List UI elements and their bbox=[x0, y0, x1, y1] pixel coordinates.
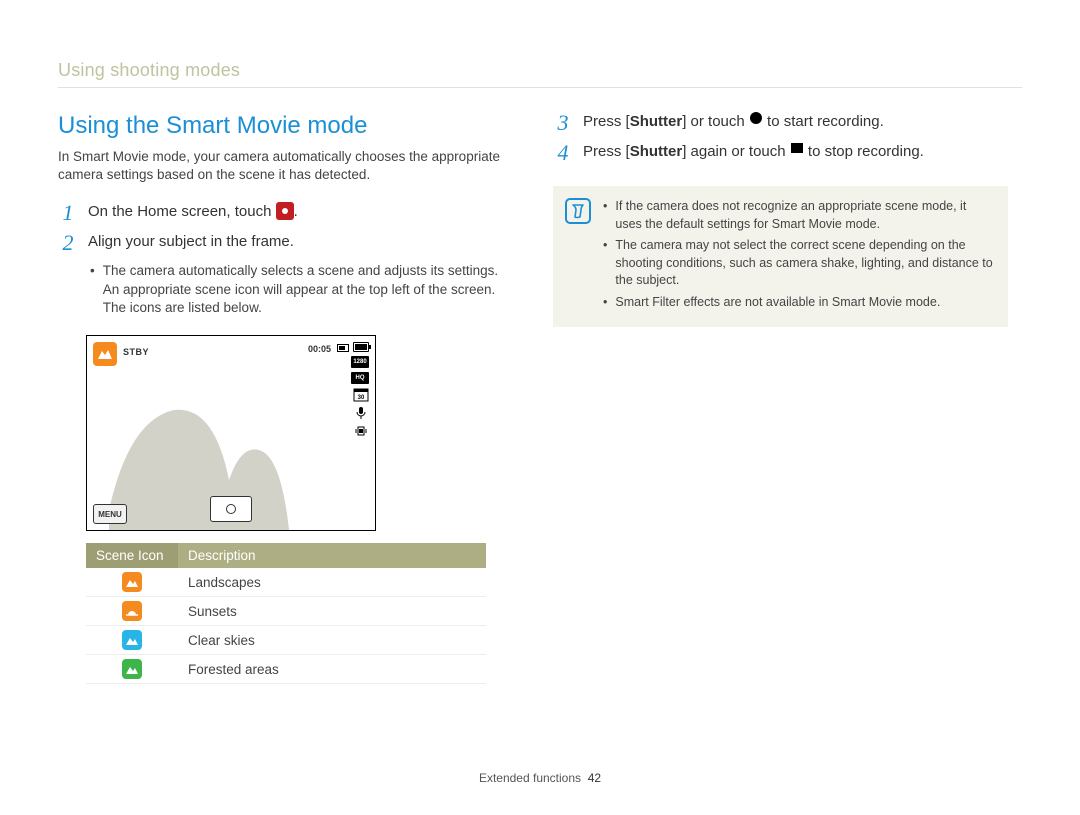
note-list: •If the camera does not recognize an app… bbox=[603, 198, 994, 311]
td-icon-cell bbox=[86, 568, 178, 596]
info-icon bbox=[565, 198, 591, 224]
step-1: 1 On the Home screen, touch . bbox=[58, 202, 513, 224]
scene-mini-icon bbox=[122, 630, 142, 650]
record-button[interactable] bbox=[210, 496, 252, 522]
section-heading: Using the Smart Movie mode bbox=[58, 112, 513, 140]
scene-mini-icon bbox=[122, 601, 142, 621]
page-footer: Extended functions 42 bbox=[0, 771, 1080, 785]
scene-badge bbox=[93, 342, 117, 366]
svg-text:30: 30 bbox=[358, 395, 365, 401]
divider bbox=[58, 87, 1022, 88]
step-text-a: On the Home screen, touch bbox=[88, 203, 276, 220]
table-header: Scene Icon Description bbox=[86, 543, 486, 568]
t: Press [ bbox=[583, 113, 630, 130]
smart-movie-icon bbox=[276, 202, 294, 220]
rec-time: 00:05 bbox=[308, 344, 331, 354]
step-2: 2 Align your subject in the frame. bbox=[58, 232, 513, 254]
table-row: Clear skies bbox=[86, 626, 486, 655]
step-4: 4 Press [Shutter] again or touch to stop… bbox=[553, 142, 1008, 164]
record-circle-icon bbox=[749, 111, 763, 131]
bullet-dot: • bbox=[90, 262, 95, 317]
t: Press [ bbox=[583, 143, 630, 160]
table-row: Forested areas bbox=[86, 655, 486, 684]
step-text: Press [Shutter] or touch to start record… bbox=[583, 112, 884, 132]
td-desc-cell: Clear skies bbox=[178, 629, 486, 652]
table-row: Sunsets bbox=[86, 597, 486, 626]
camera-screenshot: STBY 00:05 1280 HQ 30 MENU bbox=[86, 335, 376, 531]
note-item: •Smart Filter effects are not available … bbox=[603, 294, 994, 312]
resolution-badge: 1280 bbox=[351, 356, 369, 368]
table-body: Landscapes Sunsets Clear skies Forested are… bbox=[86, 568, 486, 684]
step-text: Align your subject in the frame. bbox=[88, 232, 294, 252]
t: to stop recording. bbox=[804, 143, 924, 160]
scene-mini-icon bbox=[122, 572, 142, 592]
battery-icon bbox=[353, 342, 369, 352]
record-dot-icon bbox=[226, 504, 236, 514]
storage-icon bbox=[337, 344, 349, 352]
shutter-label: Shutter bbox=[630, 113, 683, 130]
scene-mini-icon bbox=[122, 659, 142, 679]
step-text: On the Home screen, touch . bbox=[88, 202, 298, 222]
menu-button[interactable]: MENU bbox=[93, 504, 127, 524]
mic-icon bbox=[353, 406, 369, 420]
note-text: If the camera does not recognize an appr… bbox=[615, 198, 994, 233]
step-number: 2 bbox=[58, 232, 78, 254]
t: ] again or touch bbox=[682, 143, 790, 160]
status-icons-column: 1280 HQ 30 bbox=[351, 356, 369, 438]
step-number: 1 bbox=[58, 202, 78, 224]
t: to start recording. bbox=[763, 113, 884, 130]
note-item: •The camera may not select the correct s… bbox=[603, 237, 994, 290]
page-number: 42 bbox=[588, 771, 601, 785]
t: ] or touch bbox=[682, 113, 749, 130]
mountain-svg bbox=[109, 390, 289, 530]
note-text: The camera may not select the correct sc… bbox=[615, 237, 994, 290]
td-desc-cell: Forested areas bbox=[178, 658, 486, 681]
breadcrumb: Using shooting modes bbox=[58, 60, 1022, 81]
step-3: 3 Press [Shutter] or touch to start reco… bbox=[553, 112, 1008, 134]
stby-label: STBY bbox=[123, 347, 149, 357]
steps-list: 1 On the Home screen, touch . 2 Align yo… bbox=[58, 202, 513, 317]
hq-badge: HQ bbox=[351, 372, 369, 384]
manual-page: Using shooting modes Using the Smart Mov… bbox=[0, 0, 1080, 815]
th-description: Description bbox=[178, 543, 486, 568]
td-desc-cell: Sunsets bbox=[178, 600, 486, 623]
sub-bullet-text: The camera automatically selects a scene… bbox=[103, 262, 513, 317]
stabilize-icon bbox=[353, 424, 369, 438]
columns: Using the Smart Movie mode In Smart Movi… bbox=[58, 112, 1022, 684]
fps-icon: 30 bbox=[353, 388, 369, 402]
step-text: Press [Shutter] again or touch to stop r… bbox=[583, 142, 924, 162]
step-sub-bullet: • The camera automatically selects a sce… bbox=[90, 262, 513, 317]
td-icon-cell bbox=[86, 655, 178, 683]
step-number: 3 bbox=[553, 112, 573, 134]
td-icon-cell bbox=[86, 626, 178, 654]
step-number: 4 bbox=[553, 142, 573, 164]
mountain-graphic bbox=[109, 390, 289, 530]
stop-square-icon bbox=[790, 141, 804, 161]
scene-table: Scene Icon Description Landscapes Sunsets… bbox=[86, 543, 486, 684]
shutter-label: Shutter bbox=[630, 143, 683, 160]
td-icon-cell bbox=[86, 597, 178, 625]
footer-label: Extended functions bbox=[479, 771, 581, 785]
th-scene-icon: Scene Icon bbox=[86, 543, 178, 568]
step-text-b: . bbox=[294, 203, 298, 220]
left-column: Using the Smart Movie mode In Smart Movi… bbox=[58, 112, 513, 684]
note-text: Smart Filter effects are not available i… bbox=[615, 294, 940, 312]
note-item: •If the camera does not recognize an app… bbox=[603, 198, 994, 233]
table-row: Landscapes bbox=[86, 568, 486, 597]
intro-text: In Smart Movie mode, your camera automat… bbox=[58, 148, 513, 184]
td-desc-cell: Landscapes bbox=[178, 571, 486, 594]
note-box: •If the camera does not recognize an app… bbox=[553, 186, 1008, 327]
right-column: 3 Press [Shutter] or touch to start reco… bbox=[553, 112, 1008, 684]
